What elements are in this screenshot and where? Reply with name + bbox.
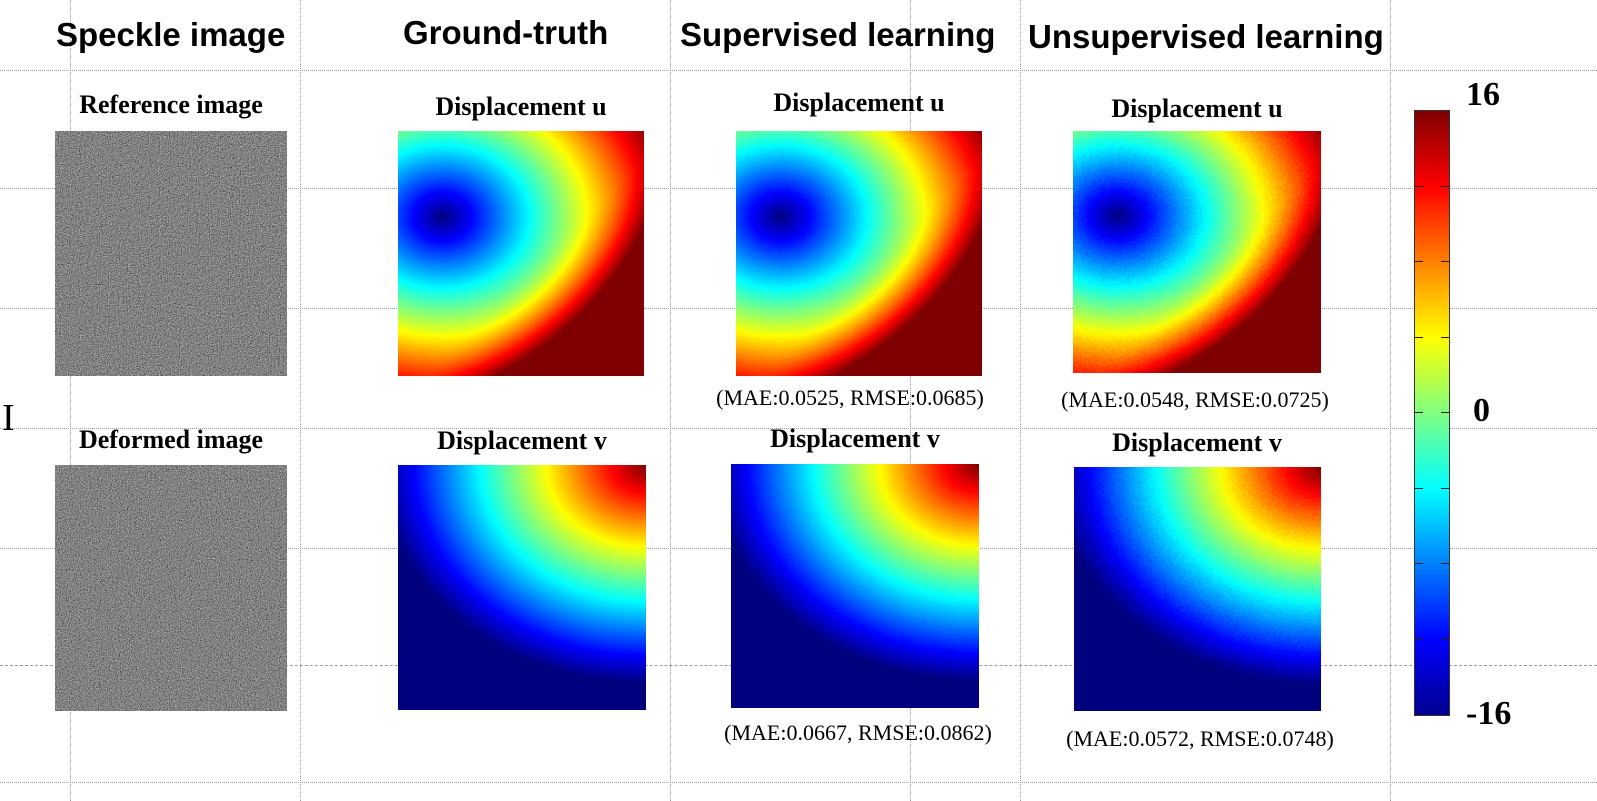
colorbar-mid-label: 0 <box>1473 392 1490 429</box>
colorbar-tick <box>1415 337 1423 338</box>
colorbar-max-label: 16 <box>1466 76 1500 113</box>
colorbar-tick <box>1415 412 1423 413</box>
deformed-image-title: Deformed image <box>78 425 264 454</box>
column-header-speckle: Speckle image <box>56 16 286 53</box>
supervised-u-field-canvas <box>736 131 982 376</box>
colorbar-tick <box>1415 488 1423 489</box>
colorbar-tick <box>1441 337 1449 338</box>
unsupervised-v-field <box>1074 467 1321 711</box>
guide-line <box>300 0 301 801</box>
stray-glyph: I <box>2 397 15 439</box>
colorbar-tick <box>1441 488 1449 489</box>
deformed-speckle-image <box>55 465 287 711</box>
guide-line <box>70 0 71 801</box>
reference-speckle-image <box>55 131 287 376</box>
guide-line <box>670 0 671 801</box>
colorbar-min-label: -16 <box>1466 695 1512 732</box>
colorbar-tick <box>1441 186 1449 187</box>
supervised-u-metric: (MAE:0.0525, RMSE:0.0685) <box>716 385 984 410</box>
colorbar-tick <box>1415 563 1423 564</box>
colorbar-tick <box>1415 261 1423 262</box>
ground-truth-u-title: Displacement u <box>435 92 607 121</box>
ground-truth-u-field <box>398 131 644 376</box>
ground-truth-v-title: Displacement v <box>437 426 607 455</box>
guide-line <box>1390 0 1391 801</box>
guide-line <box>0 70 1597 71</box>
guide-line <box>0 782 1597 783</box>
unsupervised-u-field <box>1073 131 1321 373</box>
colorbar-tick <box>1441 563 1449 564</box>
ground-truth-u-field-canvas <box>398 131 644 376</box>
unsupervised-u-field-canvas <box>1073 131 1321 373</box>
unsupervised-v-title: Displacement v <box>1112 428 1282 457</box>
column-header-supervised: Supervised learning <box>680 16 996 53</box>
ground-truth-v-field <box>398 465 646 710</box>
supervised-u-field <box>736 131 982 376</box>
guide-line <box>0 428 1597 429</box>
unsupervised-v-metric: (MAE:0.0572, RMSE:0.0748) <box>1066 726 1334 751</box>
guide-line <box>910 0 911 801</box>
ground-truth-v-field-canvas <box>398 465 646 710</box>
reference-image-title: Reference image <box>79 90 263 119</box>
colorbar-tick <box>1415 639 1423 640</box>
supervised-v-field-canvas <box>731 464 979 708</box>
supervised-u-title: Displacement u <box>773 88 945 117</box>
colorbar-tick <box>1415 186 1423 187</box>
unsupervised-u-metric: (MAE:0.0548, RMSE:0.0725) <box>1061 387 1329 412</box>
column-header-ground-truth: Ground-truth <box>403 14 609 51</box>
colorbar-tick <box>1441 639 1449 640</box>
unsupervised-u-title: Displacement u <box>1111 94 1283 123</box>
colorbar-tick <box>1441 412 1449 413</box>
colorbar <box>1414 110 1450 716</box>
supervised-v-field <box>731 464 979 708</box>
unsupervised-v-field-canvas <box>1074 467 1321 711</box>
column-header-unsupervised: Unsupervised learning <box>1028 18 1384 55</box>
colorbar-tick <box>1441 261 1449 262</box>
guide-line <box>1020 0 1021 801</box>
supervised-v-title: Displacement v <box>770 424 940 453</box>
supervised-v-metric: (MAE:0.0667, RMSE:0.0862) <box>724 720 992 745</box>
